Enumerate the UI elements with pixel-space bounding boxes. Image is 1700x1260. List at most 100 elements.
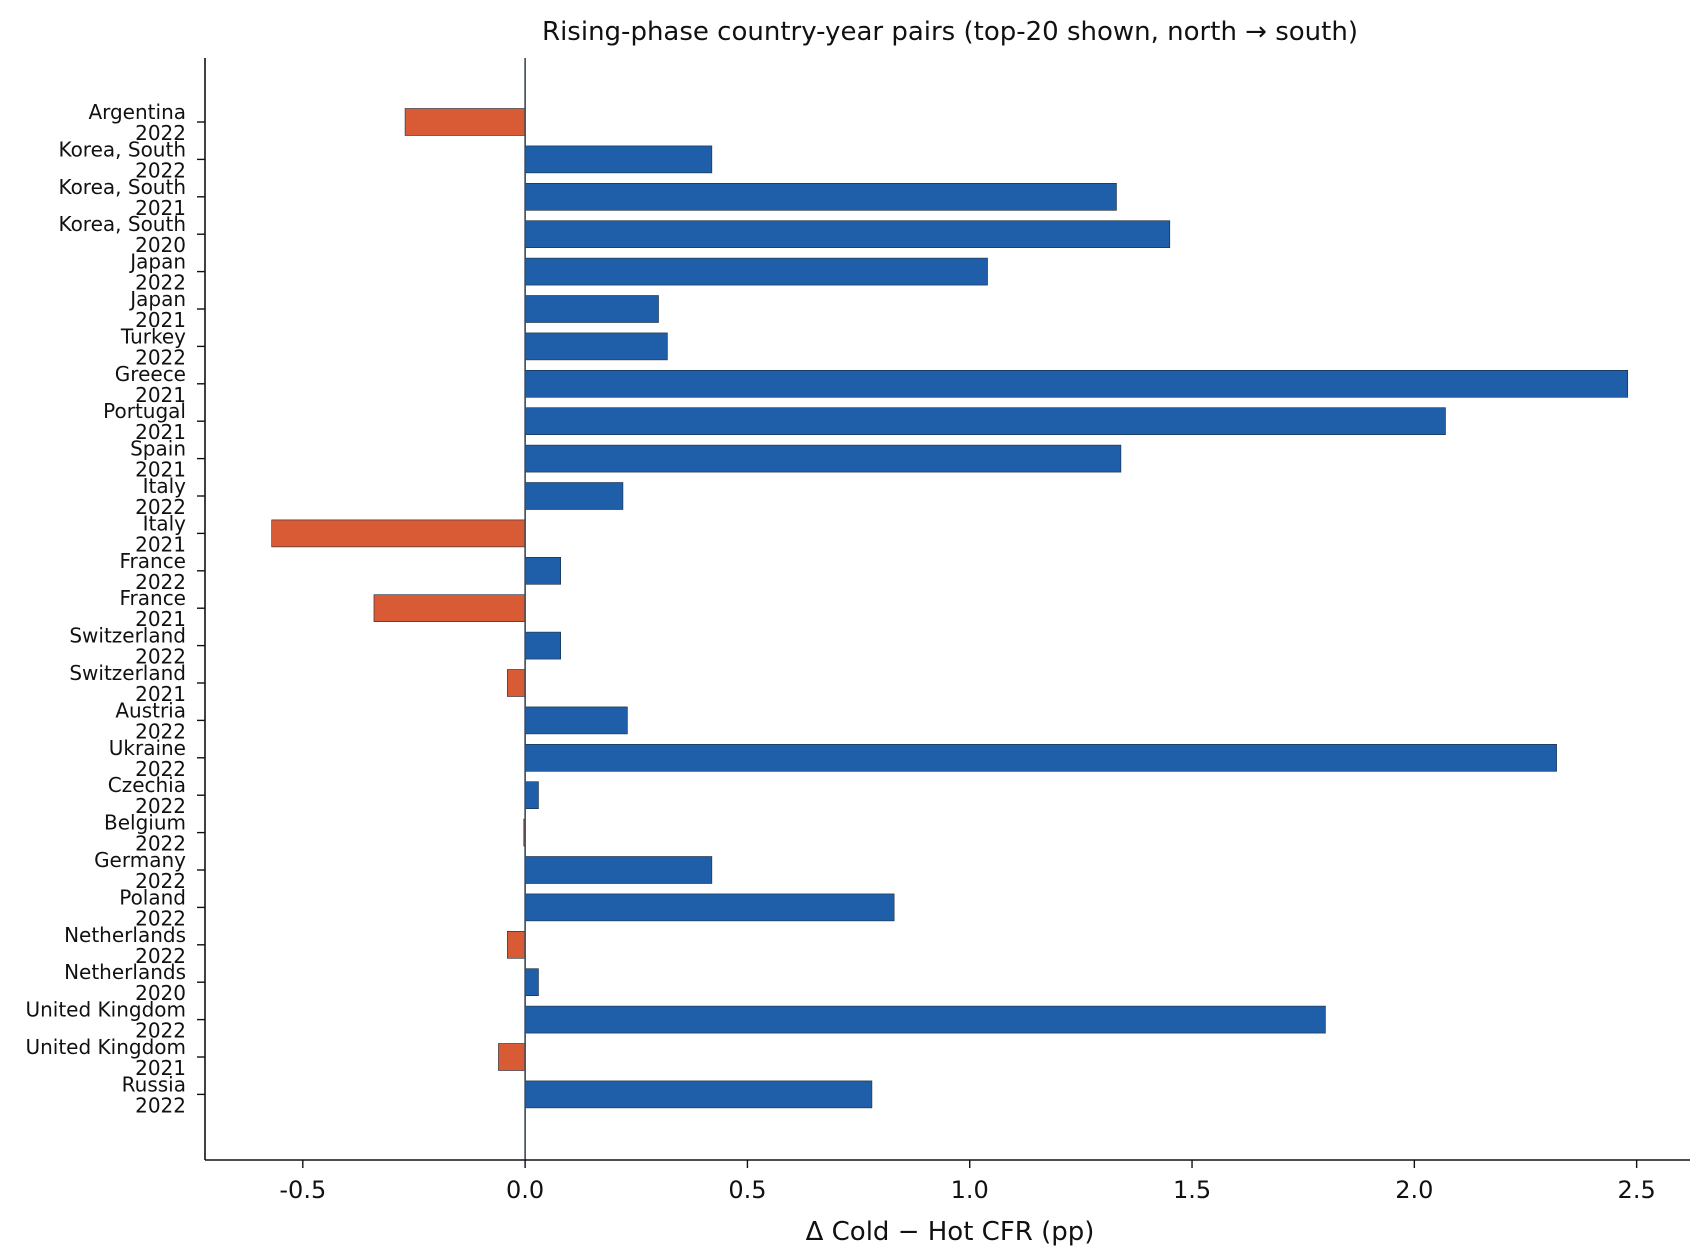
bar bbox=[524, 482, 624, 510]
y-tick-label-country: Belgium bbox=[104, 811, 186, 835]
bar bbox=[524, 220, 1171, 248]
x-tick-label: 1.5 bbox=[1173, 1176, 1211, 1204]
y-tick-label-country: Korea, South bbox=[58, 137, 186, 161]
y-tick-label-country: Netherlands bbox=[64, 960, 186, 984]
y-tick-label-country: Switzerland bbox=[69, 661, 186, 685]
y-tick-label-year: 2022 bbox=[135, 158, 186, 182]
bar bbox=[524, 706, 628, 735]
y-tick-label-country: United Kingdom bbox=[25, 1035, 186, 1059]
bar bbox=[498, 1043, 526, 1071]
y-tick-label-year: 2022 bbox=[135, 645, 186, 669]
y-tick-label: Japan 2021 bbox=[128, 287, 186, 332]
y-tick-label-year: 2022 bbox=[135, 869, 186, 893]
bar bbox=[524, 145, 713, 174]
y-tick-label-year: 2021 bbox=[135, 607, 186, 631]
y-tick-label: Korea, South 2020 bbox=[58, 212, 186, 257]
x-tick-label: 0.5 bbox=[728, 1176, 766, 1204]
y-tick-label-year: 2021 bbox=[135, 1056, 186, 1080]
y-tick-label-country: Netherlands bbox=[64, 923, 186, 947]
y-tick-label-year: 2022 bbox=[135, 570, 186, 594]
y-tick-label-year: 2022 bbox=[135, 719, 186, 743]
y-tick-label-country: Argentina bbox=[88, 100, 186, 124]
y-tick-label-country: Switzerland bbox=[69, 624, 186, 648]
y-tick-label-country: France bbox=[119, 549, 186, 573]
y-tick-label: Czechia 2022 bbox=[108, 773, 186, 818]
y-tick-label-country: Ukraine bbox=[109, 736, 186, 760]
y-tick-label-year: 2021 bbox=[135, 458, 186, 482]
bar bbox=[507, 930, 526, 959]
bar bbox=[524, 407, 1446, 436]
y-tick-label: Germany 2022 bbox=[94, 848, 186, 893]
y-tick-label: Switzerland 2022 bbox=[69, 624, 186, 669]
bar bbox=[524, 332, 668, 361]
x-tick-label: -0.5 bbox=[279, 1176, 326, 1204]
bar bbox=[524, 1080, 873, 1109]
bar bbox=[524, 631, 561, 660]
y-tick-label: Netherlands 2020 bbox=[64, 960, 186, 1005]
x-tick-label: 2.0 bbox=[1395, 1176, 1433, 1204]
y-tick-label-country: Portugal bbox=[103, 399, 186, 423]
y-tick-label-country: Poland bbox=[119, 885, 186, 909]
y-tick-label: Korea, South 2021 bbox=[58, 175, 186, 220]
y-tick-label-year: 2022 bbox=[135, 794, 186, 818]
y-tick-label-country: Japan bbox=[128, 287, 186, 311]
y-tick-label: United Kingdom 2022 bbox=[25, 998, 186, 1043]
y-tick-label-year: 2021 bbox=[135, 308, 186, 332]
bar bbox=[524, 295, 659, 323]
x-axis-label: Δ Cold − Hot CFR (pp) bbox=[806, 1217, 1095, 1247]
y-tick-label-country: France bbox=[119, 586, 186, 610]
y-tick-label-year: 2022 bbox=[135, 495, 186, 519]
y-tick-label: Italy 2021 bbox=[135, 511, 186, 556]
x-tick-label: 2.5 bbox=[1618, 1176, 1656, 1204]
y-tick-label-year: 2021 bbox=[135, 532, 186, 556]
y-tick-label-country: Germany bbox=[94, 848, 186, 872]
y-tick-label: France 2022 bbox=[119, 549, 186, 594]
bar bbox=[373, 594, 526, 623]
y-tick-label: Argentina 2022 bbox=[88, 100, 186, 145]
y-tick-label-year: 2021 bbox=[135, 383, 186, 407]
bars-layer bbox=[271, 108, 1629, 1109]
bar bbox=[524, 893, 895, 922]
y-tick-label-year: 2020 bbox=[135, 981, 186, 1005]
y-tick-label: Switzerland 2021 bbox=[69, 661, 186, 706]
bar bbox=[524, 743, 1557, 772]
bar bbox=[271, 519, 526, 548]
y-tick-label-year: 2021 bbox=[135, 196, 186, 220]
bar bbox=[524, 183, 1117, 211]
y-tick-label: Austria 2022 bbox=[115, 698, 186, 743]
y-tick-label: Portugal 2021 bbox=[103, 399, 186, 444]
y-tick-label-year: 2022 bbox=[135, 121, 186, 145]
y-tick-label: Netherlands 2022 bbox=[64, 923, 186, 968]
y-tick-label-year: 2021 bbox=[135, 420, 186, 444]
y-tick-label: Italy 2022 bbox=[135, 474, 186, 519]
y-tick-label-country: Italy bbox=[143, 474, 187, 498]
y-tick-label-year: 2022 bbox=[135, 1019, 186, 1043]
y-tick-label-year: 2020 bbox=[135, 233, 186, 257]
bar bbox=[524, 369, 1629, 398]
y-tick-label-country: Greece bbox=[115, 362, 186, 386]
y-tick-label: Greece 2021 bbox=[115, 362, 186, 407]
y-tick-label-country: Spain bbox=[130, 437, 186, 461]
bar bbox=[524, 556, 561, 585]
y-tick-label: Korea, South 2022 bbox=[58, 137, 186, 182]
y-tick-label-country: Turkey bbox=[120, 324, 186, 348]
x-tick-label: 1.0 bbox=[951, 1176, 989, 1204]
y-tick-label-year: 2022 bbox=[135, 832, 186, 856]
y-tick-label-year: 2022 bbox=[135, 944, 186, 968]
bar bbox=[524, 444, 1122, 473]
y-tick-label-year: 2021 bbox=[135, 682, 186, 706]
y-tick-label: Poland 2022 bbox=[119, 885, 186, 930]
y-tick-label-year: 2022 bbox=[135, 271, 186, 295]
y-tick-label-year: 2022 bbox=[135, 345, 186, 369]
y-tick-label: Turkey 2022 bbox=[120, 324, 186, 369]
bar bbox=[524, 968, 539, 997]
bar bbox=[524, 257, 988, 286]
y-tick-label-country: Japan bbox=[128, 250, 186, 274]
y-tick-label-country: Czechia bbox=[108, 773, 186, 797]
y-tick-label: France 2021 bbox=[119, 586, 186, 631]
bar bbox=[524, 856, 713, 884]
y-tick-label-year: 2022 bbox=[135, 906, 186, 930]
y-tick-label: Belgium 2022 bbox=[104, 811, 186, 856]
